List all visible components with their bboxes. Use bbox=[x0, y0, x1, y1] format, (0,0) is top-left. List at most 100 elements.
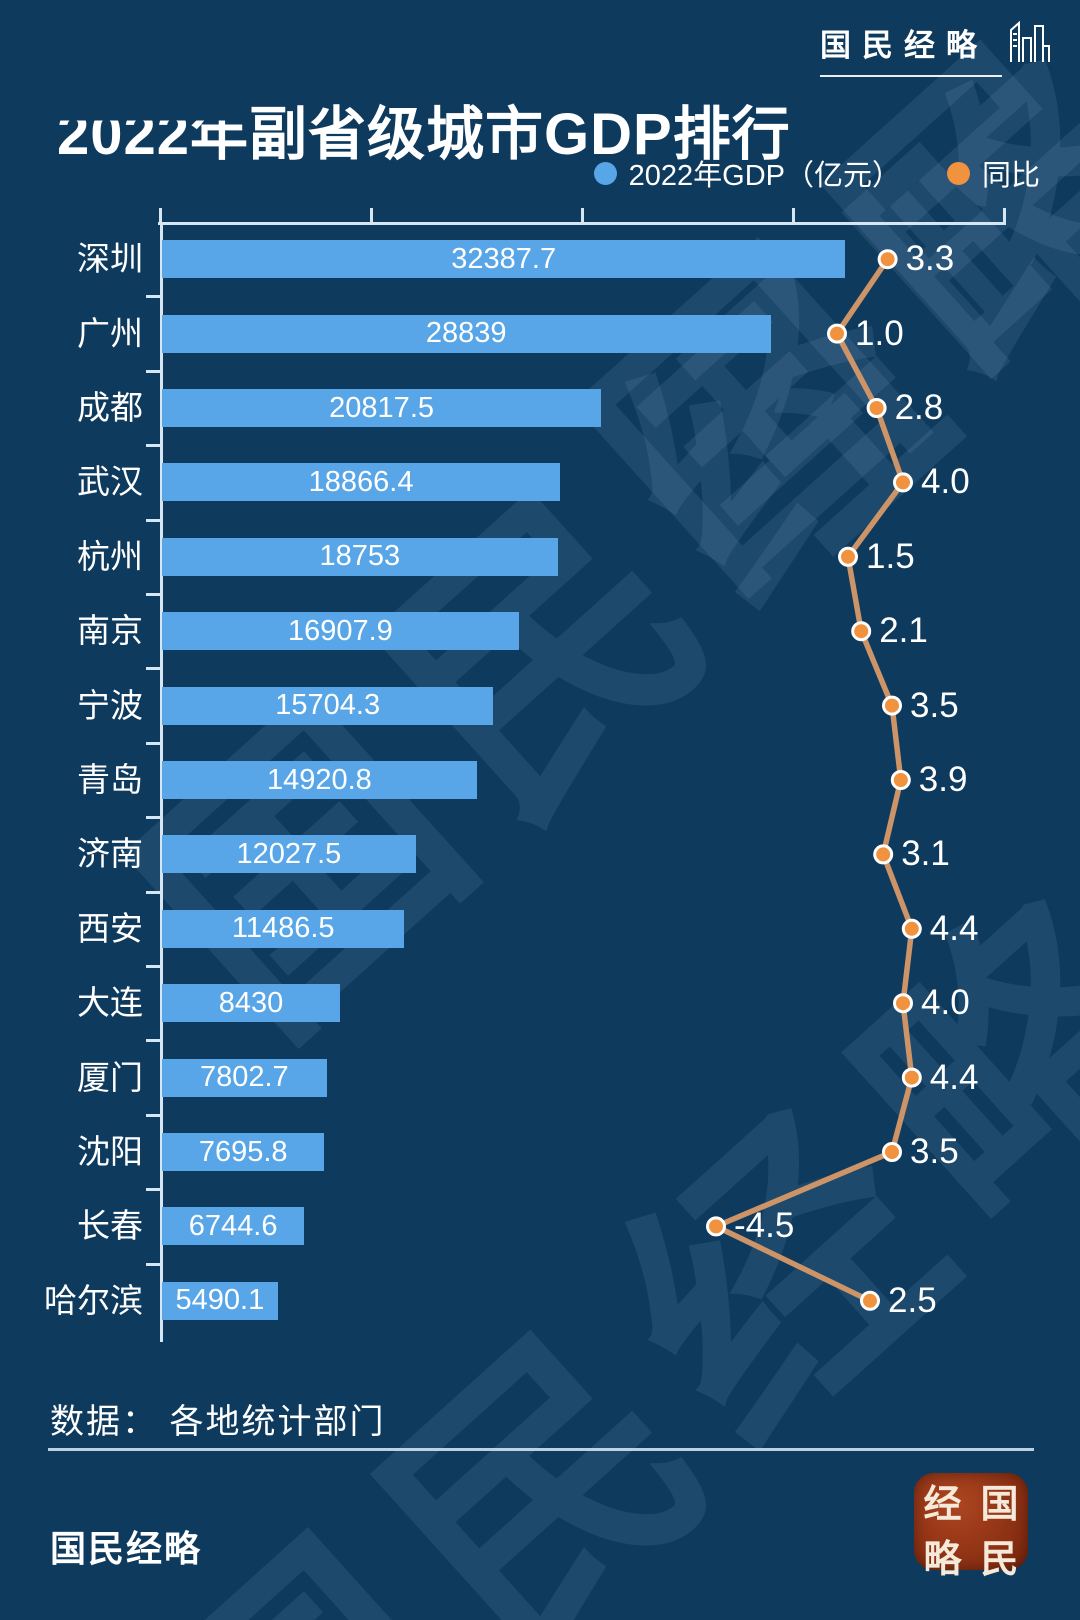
y-axis-line bbox=[160, 222, 163, 1342]
x-axis-tick bbox=[792, 208, 795, 222]
city-label: 宁波 bbox=[77, 686, 143, 724]
y-axis-tick bbox=[146, 816, 160, 820]
yoy-legend-dot-icon bbox=[946, 161, 970, 185]
yoy-value-label: 2.5 bbox=[888, 1280, 937, 1320]
yoy-data-point bbox=[882, 1142, 902, 1162]
y-axis-tick bbox=[146, 444, 160, 448]
yoy-value-label: 4.4 bbox=[929, 908, 979, 948]
yoy-value-label: 2.1 bbox=[879, 611, 928, 651]
yoy-data-point bbox=[877, 249, 898, 270]
gdp-value-label: 15704.3 bbox=[275, 689, 381, 722]
brand-seal: 经 国 略 民 bbox=[914, 1473, 1028, 1581]
page-title-clipped-segment: 2022年 bbox=[57, 101, 250, 167]
gdp-value-label: 7802.7 bbox=[199, 1061, 289, 1094]
city-label: 西安 bbox=[77, 909, 143, 947]
yoy-data-point bbox=[838, 546, 858, 567]
gdp-value-label: 14920.8 bbox=[266, 763, 372, 796]
yoy-data-point bbox=[893, 993, 913, 1014]
data-source-line: 数据： 各地统计部门 bbox=[50, 1403, 386, 1441]
chart-legend: 2022年GDP（亿元） 同比 bbox=[593, 152, 1040, 194]
gdp-bar: 32387.7 bbox=[162, 240, 846, 279]
x-axis-line bbox=[158, 222, 1006, 225]
buildings-icon bbox=[1010, 20, 1050, 62]
yoy-value-label: 3.5 bbox=[910, 685, 959, 725]
footer-divider bbox=[48, 1448, 1034, 1451]
city-label: 成都 bbox=[77, 389, 143, 426]
y-axis-tick bbox=[146, 593, 160, 596]
gdp-value-label: 11486.5 bbox=[231, 912, 335, 945]
gdp-bar: 20817.5 bbox=[162, 389, 602, 427]
y-axis-tick bbox=[146, 741, 160, 745]
gdp-value-label: 16907.9 bbox=[287, 614, 393, 647]
gdp-bar: 18866.4 bbox=[162, 463, 561, 502]
x-axis-tick bbox=[581, 208, 584, 222]
y-axis-tick bbox=[146, 667, 160, 671]
yoy-value-label: 1.5 bbox=[866, 536, 915, 576]
gdp-legend-dot-icon bbox=[593, 161, 617, 185]
gdp-value-label: 20817.5 bbox=[329, 391, 434, 424]
legend-item-yoy: 同比 bbox=[946, 152, 1040, 194]
y-axis-tick bbox=[146, 369, 160, 373]
gdp-value-label: 8430 bbox=[218, 986, 284, 1019]
yoy-data-point bbox=[706, 1216, 726, 1237]
gdp-value-label: 18753 bbox=[319, 540, 401, 573]
yoy-value-label: 4.4 bbox=[929, 1057, 979, 1097]
y-axis-tick bbox=[146, 1188, 160, 1192]
gdp-value-label: 32387.7 bbox=[451, 242, 557, 275]
page-title-rest-segment: 副省级城市GDP排行 bbox=[249, 101, 791, 167]
gdp-bar: 11486.5 bbox=[162, 909, 405, 948]
gdp-value-label: 12027.5 bbox=[236, 837, 342, 870]
yoy-data-point bbox=[873, 844, 894, 865]
gdp-bar: 12027.5 bbox=[162, 835, 416, 874]
gdp-value-label: 6744.6 bbox=[188, 1209, 278, 1242]
city-label: 沈阳 bbox=[77, 1133, 143, 1170]
yoy-value-label: 4.0 bbox=[921, 983, 970, 1023]
yoy-value-label: 1.0 bbox=[855, 313, 904, 353]
brand-logo-text: 国民经略 bbox=[820, 14, 1002, 77]
y-axis-tick bbox=[146, 965, 160, 968]
city-label: 南京 bbox=[77, 612, 143, 650]
city-label: 杭州 bbox=[77, 537, 143, 575]
city-label: 青岛 bbox=[77, 761, 143, 798]
city-label: 大连 bbox=[77, 984, 143, 1022]
yoy-value-label: 3.3 bbox=[905, 239, 955, 279]
y-axis-tick bbox=[146, 295, 160, 299]
gdp-legend-label: 2022年GDP（亿元） bbox=[628, 160, 901, 192]
legend-item-gdp: 2022年GDP（亿元） bbox=[593, 152, 901, 194]
gdp-bar: 16907.9 bbox=[162, 612, 519, 651]
y-axis-tick bbox=[146, 890, 160, 894]
seal-char: 经 bbox=[923, 1484, 962, 1526]
city-label: 武汉 bbox=[77, 463, 143, 501]
gdp-bar: 7802.7 bbox=[162, 1058, 327, 1097]
seal-char: 略 bbox=[923, 1539, 962, 1581]
seal-char: 民 bbox=[980, 1539, 1019, 1581]
yoy-data-point bbox=[866, 398, 887, 418]
city-label: 厦门 bbox=[77, 1058, 143, 1096]
gdp-bar: 8430 bbox=[162, 984, 340, 1023]
gdp-bar: 28839 bbox=[162, 314, 771, 353]
gdp-value-label: 18866.4 bbox=[308, 465, 414, 498]
city-label: 长春 bbox=[77, 1207, 143, 1245]
yoy-value-label: 3.5 bbox=[910, 1132, 959, 1171]
y-axis-tick bbox=[146, 1113, 160, 1117]
yoy-data-point bbox=[882, 695, 902, 716]
city-label: 哈尔滨 bbox=[44, 1281, 143, 1319]
y-axis-tick bbox=[146, 1039, 160, 1043]
gdp-bar: 14920.8 bbox=[162, 761, 477, 799]
y-axis-tick bbox=[146, 518, 160, 522]
yoy-value-label: 3.9 bbox=[918, 760, 968, 799]
yoy-data-point bbox=[827, 323, 847, 344]
yoy-data-point bbox=[860, 1290, 880, 1311]
yoy-data-point bbox=[901, 918, 922, 939]
yoy-data-point bbox=[851, 621, 872, 642]
yoy-data-point bbox=[901, 1067, 922, 1088]
yoy-data-point bbox=[890, 770, 911, 790]
gdp-bar: 6744.6 bbox=[162, 1207, 305, 1246]
gdp-bar: 15704.3 bbox=[162, 686, 494, 725]
gdp-bar: 5490.1 bbox=[162, 1281, 278, 1320]
brand-logo: 国民经略 bbox=[820, 14, 1054, 77]
gdp-value-label: 28839 bbox=[425, 317, 507, 350]
gdp-bar: 18753 bbox=[162, 537, 558, 576]
